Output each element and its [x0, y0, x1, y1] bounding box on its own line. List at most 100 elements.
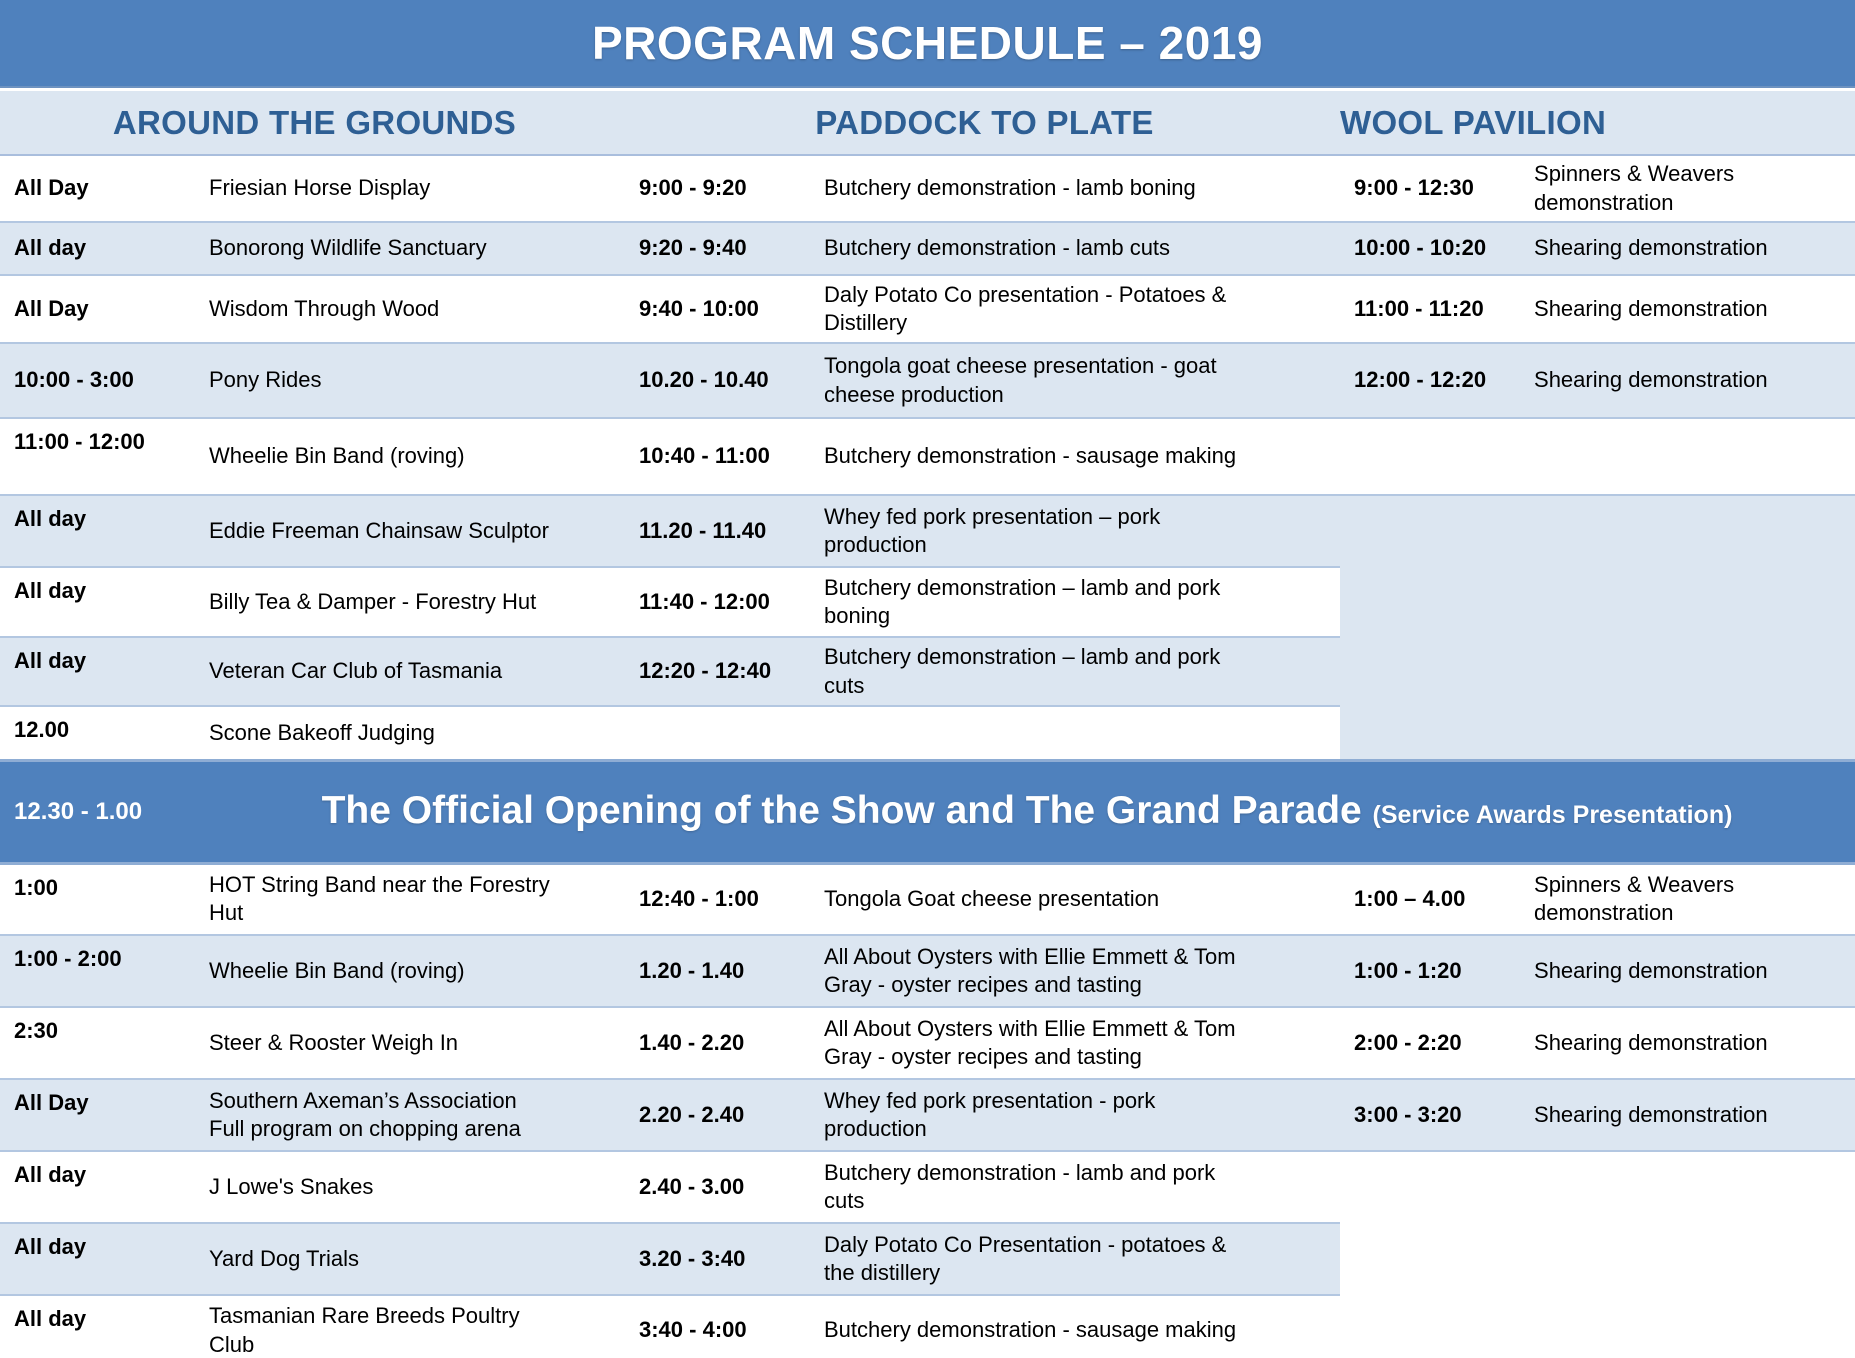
column-header-wool-pavilion: WOOL PAVILION [1340, 91, 1855, 156]
ptp-event-cell [810, 705, 1341, 761]
atg-event-cell: Southern Axeman’s Association Full progr… [195, 1078, 625, 1152]
ptp-event-cell: Butchery demonstration - lamb cuts [810, 221, 1341, 276]
title-divider [0, 88, 1855, 91]
atg-event-cell: Tasmanian Rare Breeds Poultry Club [195, 1294, 625, 1358]
ptp-event-cell: Daly Potato Co Presentation - potatoes &… [810, 1222, 1341, 1296]
atg-event-cell: Pony Rides [195, 342, 625, 419]
wp-event-cell: Shearing demonstration [1520, 274, 1855, 344]
table-row: All day Veteran Car Club of Tasmania 12:… [0, 636, 1855, 707]
wp-event-cell: Shearing demonstration [1520, 934, 1855, 1008]
ptp-time-cell [625, 705, 810, 761]
atg-time-cell: All day [0, 1150, 195, 1224]
ptp-time-cell: 9:00 - 9:20 [625, 153, 810, 223]
table-row: 11:00 - 12:00 Wheelie Bin Band (roving) … [0, 417, 1855, 496]
wp-time-cell: 1:00 – 4.00 [1340, 862, 1521, 936]
ptp-time-cell: 12:40 - 1:00 [625, 862, 810, 936]
ptp-event-cell: Butchery demonstration - sausage making [810, 417, 1341, 496]
table-row: 2:30 Steer & Rooster Weigh In 1.40 - 2.2… [0, 1006, 1855, 1080]
atg-event-cell: Scone Bakeoff Judging [195, 705, 625, 761]
wp-time-cell: 3:00 - 3:20 [1340, 1078, 1521, 1152]
wp-event-cell [1520, 417, 1855, 496]
column-header-row: AROUND THE GROUNDS PADDOCK TO PLATE WOOL… [0, 91, 1855, 156]
atg-event-cell: Eddie Freeman Chainsaw Sculptor [195, 494, 625, 568]
schedule-table: AROUND THE GROUNDS PADDOCK TO PLATE WOOL… [0, 91, 1855, 1358]
atg-time-cell: 1:00 - 2:00 [0, 934, 195, 1008]
atg-time-cell: All Day [0, 1078, 195, 1152]
ptp-event-cell: Butchery demonstration – lamb and pork c… [810, 636, 1341, 707]
atg-time-cell: All day [0, 566, 195, 638]
table-row: All day Bonorong Wildlife Sanctuary 9:20… [0, 221, 1855, 276]
atg-time-cell: 10:00 - 3:00 [0, 342, 195, 419]
atg-event-cell: Friesian Horse Display [195, 153, 625, 223]
ptp-time-cell: 12:20 - 12:40 [625, 636, 810, 707]
wp-event-cell: Shearing demonstration [1520, 1078, 1855, 1152]
atg-time-cell: 2:30 [0, 1006, 195, 1080]
ptp-event-cell: All About Oysters with Ellie Emmett & To… [810, 934, 1341, 1008]
table-row: All day Billy Tea & Damper - Forestry Hu… [0, 566, 1855, 638]
wp-time-cell: 11:00 - 11:20 [1340, 274, 1521, 344]
ptp-time-cell: 11:40 - 12:00 [625, 566, 810, 638]
wp-event-cell: Shearing demonstration [1520, 342, 1855, 419]
ptp-time-cell: 1.40 - 2.20 [625, 1006, 810, 1080]
wp-event-cell: Spinners & Weavers demonstration [1520, 862, 1855, 936]
page-title: PROGRAM SCHEDULE – 2019 [0, 0, 1855, 88]
ptp-time-cell: 2.40 - 3.00 [625, 1150, 810, 1224]
ptp-time-cell: 3:40 - 4:00 [625, 1294, 810, 1358]
atg-time-cell: All day [0, 1222, 195, 1296]
atg-event-cell: J Lowe's Snakes [195, 1150, 625, 1224]
wp-time-cell: 9:00 - 12:30 [1340, 153, 1521, 223]
ptp-event-cell: Whey fed pork presentation – pork produc… [810, 494, 1341, 568]
ptp-time-cell: 3.20 - 3:40 [625, 1222, 810, 1296]
atg-time-cell: 11:00 - 12:00 [0, 417, 195, 496]
ptp-event-cell: All About Oysters with Ellie Emmett & To… [810, 1006, 1341, 1080]
atg-event-cell: Yard Dog Trials [195, 1222, 625, 1296]
column-header-paddock-to-plate: PADDOCK TO PLATE [625, 91, 1341, 156]
column-header-around-the-grounds: AROUND THE GROUNDS [0, 91, 625, 156]
wp-time-cell [1340, 417, 1521, 496]
wp-time-cell: 1:00 - 1:20 [1340, 934, 1521, 1008]
atg-event-cell: Steer & Rooster Weigh In [195, 1006, 625, 1080]
table-row: 1:00 HOT String Band near the Forestry H… [0, 862, 1855, 936]
wool-pavilion-empty-block [1340, 494, 1855, 761]
wp-time-cell: 10:00 - 10:20 [1340, 221, 1521, 276]
ptp-time-cell: 10.20 - 10.40 [625, 342, 810, 419]
ptp-time-cell: 9:40 - 10:00 [625, 274, 810, 344]
ptp-time-cell: 10:40 - 11:00 [625, 417, 810, 496]
ptp-time-cell: 11.20 - 11.40 [625, 494, 810, 568]
ptp-event-cell: Butchery demonstration – lamb and pork b… [810, 566, 1341, 638]
wp-time-cell: 12:00 - 12:20 [1340, 342, 1521, 419]
atg-time-cell: All day [0, 221, 195, 276]
ptp-event-cell: Tongola goat cheese presentation - goat … [810, 342, 1341, 419]
atg-event-cell: Veteran Car Club of Tasmania [195, 636, 625, 707]
table-row: All Day Friesian Horse Display 9:00 - 9:… [0, 153, 1855, 223]
ptp-event-cell: Butchery demonstration - sausage making [810, 1294, 1341, 1358]
atg-event-cell: Bonorong Wildlife Sanctuary [195, 221, 625, 276]
table-row: All day J Lowe's Snakes 2.40 - 3.00 Butc… [0, 1150, 1855, 1358]
table-row: All Day Southern Axeman’s Association Fu… [0, 1078, 1855, 1152]
wool-pavilion-empty-block [1340, 1150, 1855, 1358]
atg-event-cell: Wheelie Bin Band (roving) [195, 934, 625, 1008]
banner-subtitle: (Service Awards Presentation) [1372, 801, 1733, 830]
ptp-time-cell: 9:20 - 9:40 [625, 221, 810, 276]
atg-event-cell: Billy Tea & Damper - Forestry Hut [195, 566, 625, 638]
wp-event-cell: Spinners & Weavers demonstration [1520, 153, 1855, 223]
atg-time-cell: All day [0, 636, 195, 707]
ptp-event-cell: Tongola Goat cheese presentation [810, 862, 1341, 936]
table-row: All day Eddie Freeman Chainsaw Sculptor … [0, 494, 1855, 761]
atg-event-cell: Wisdom Through Wood [195, 274, 625, 344]
table-row: All Day Wisdom Through Wood 9:40 - 10:00… [0, 274, 1855, 344]
table-row: All day Tasmanian Rare Breeds Poultry Cl… [0, 1294, 1855, 1358]
atg-event-cell: HOT String Band near the Forestry Hut [195, 862, 625, 936]
ptp-event-cell: Butchery demonstration - lamb boning [810, 153, 1341, 223]
ptp-time-cell: 2.20 - 2.40 [625, 1078, 810, 1152]
table-row: 1:00 - 2:00 Wheelie Bin Band (roving) 1.… [0, 934, 1855, 1008]
table-row: 12.00 Scone Bakeoff Judging [0, 705, 1855, 761]
ptp-event-cell: Whey fed pork presentation - pork produc… [810, 1078, 1341, 1152]
ptp-time-cell: 1.20 - 1.40 [625, 934, 810, 1008]
opening-banner-row: 12.30 - 1.00 The Official Opening of the… [0, 758, 1855, 865]
banner-time-cell: 12.30 - 1.00 [0, 758, 195, 865]
banner-title: The Official Opening of the Show and The… [321, 789, 1362, 833]
ptp-event-cell: Daly Potato Co presentation - Potatoes &… [810, 274, 1341, 344]
table-row: All day Yard Dog Trials 3.20 - 3:40 Daly… [0, 1222, 1855, 1296]
